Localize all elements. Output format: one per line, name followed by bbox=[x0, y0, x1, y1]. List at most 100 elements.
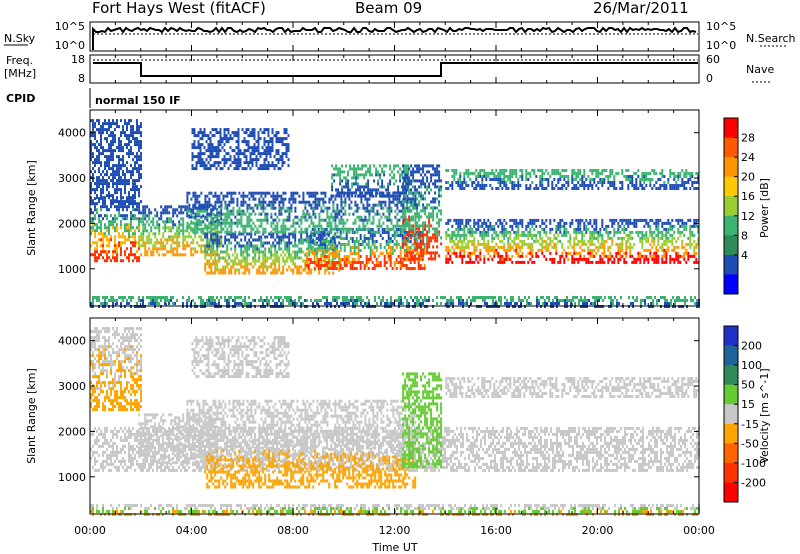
data-cell bbox=[671, 233, 674, 237]
data-cell bbox=[312, 191, 315, 195]
data-cell bbox=[344, 221, 347, 225]
data-cell bbox=[655, 254, 658, 258]
data-cell bbox=[505, 257, 508, 261]
data-cell bbox=[182, 223, 185, 227]
data-cell bbox=[118, 244, 120, 248]
data-cell bbox=[387, 255, 390, 258]
data-cell bbox=[467, 184, 470, 187]
data-cell bbox=[172, 214, 175, 218]
data-cell bbox=[240, 221, 243, 225]
data-cell bbox=[280, 241, 283, 245]
data-cell bbox=[659, 187, 662, 190]
data-cell bbox=[374, 230, 377, 234]
data-cell bbox=[237, 146, 240, 150]
data-cell bbox=[539, 184, 542, 187]
data-cell bbox=[136, 202, 138, 206]
data-cell bbox=[223, 131, 226, 135]
data-cell bbox=[120, 202, 122, 206]
data-cell bbox=[575, 233, 578, 237]
data-cell bbox=[116, 244, 118, 248]
data-cell bbox=[487, 218, 490, 222]
data-cell bbox=[288, 235, 291, 239]
data-cell bbox=[561, 184, 564, 187]
data-cell bbox=[525, 178, 528, 181]
data-cell bbox=[124, 188, 126, 192]
data-cell bbox=[353, 167, 356, 171]
data-cell bbox=[236, 256, 239, 260]
data-cell bbox=[389, 255, 392, 258]
data-cell bbox=[321, 255, 324, 258]
data-cell bbox=[215, 155, 218, 159]
data-cell bbox=[493, 251, 496, 255]
data-cell bbox=[677, 175, 680, 178]
data-cell bbox=[126, 122, 128, 126]
data-cell bbox=[651, 178, 654, 181]
data-cell bbox=[637, 233, 640, 237]
data-cell bbox=[134, 182, 136, 186]
data-cell bbox=[331, 243, 334, 246]
data-cell bbox=[182, 235, 185, 239]
data-cell bbox=[114, 200, 116, 204]
data-cell bbox=[697, 178, 700, 181]
data-cell bbox=[561, 175, 564, 178]
data-cell bbox=[473, 187, 476, 190]
data-cell bbox=[268, 200, 271, 204]
data-cell bbox=[340, 197, 343, 201]
data-cell bbox=[563, 169, 566, 172]
data-cell bbox=[138, 191, 140, 195]
data-cell bbox=[357, 261, 360, 264]
data-cell bbox=[276, 215, 279, 219]
data-cell bbox=[98, 170, 100, 174]
data-cell bbox=[366, 218, 369, 222]
data-cell bbox=[276, 253, 279, 257]
data-cell bbox=[304, 203, 307, 207]
data-cell bbox=[577, 181, 580, 184]
data-cell bbox=[246, 203, 249, 207]
data-cell bbox=[156, 211, 159, 215]
data-cell bbox=[311, 228, 314, 231]
data-cell bbox=[387, 234, 390, 237]
data-cell bbox=[278, 247, 281, 251]
data-cell bbox=[665, 233, 668, 237]
data-cell bbox=[148, 223, 151, 227]
data-cell bbox=[321, 264, 324, 267]
data-cell bbox=[394, 197, 397, 201]
data-cell bbox=[365, 261, 368, 264]
data-cell bbox=[563, 221, 566, 225]
data-cell bbox=[607, 181, 610, 184]
data-cell bbox=[611, 242, 614, 246]
data-cell bbox=[625, 260, 628, 264]
data-cell bbox=[347, 191, 350, 195]
data-cell bbox=[345, 237, 348, 240]
data-cell bbox=[397, 255, 400, 258]
data-cell bbox=[96, 250, 98, 254]
data-cell bbox=[182, 232, 185, 236]
data-cell bbox=[274, 200, 277, 204]
data-cell bbox=[188, 224, 191, 228]
data-cell bbox=[360, 215, 363, 219]
data-cell bbox=[236, 200, 239, 204]
data-cell bbox=[423, 264, 426, 267]
data-cell bbox=[655, 187, 658, 190]
data-cell bbox=[569, 221, 572, 225]
data-cell bbox=[162, 208, 165, 212]
data-cell bbox=[336, 212, 339, 216]
data-cell bbox=[617, 257, 620, 261]
data-cell bbox=[92, 226, 94, 230]
data-cell bbox=[246, 250, 249, 254]
data-cell bbox=[509, 224, 512, 228]
data-cell bbox=[209, 146, 212, 150]
data-cell bbox=[597, 248, 600, 252]
data-cell bbox=[142, 214, 145, 218]
data-cell bbox=[693, 187, 696, 190]
data-cell bbox=[313, 240, 316, 243]
data-cell bbox=[359, 261, 362, 264]
data-cell bbox=[376, 230, 379, 234]
data-cell bbox=[589, 233, 592, 237]
data-cell bbox=[545, 169, 548, 172]
scatter-band-0-9 bbox=[331, 164, 410, 198]
data-cell bbox=[393, 243, 396, 246]
data-cell bbox=[681, 184, 684, 187]
data-cell bbox=[529, 172, 532, 175]
data-cell bbox=[278, 244, 281, 248]
